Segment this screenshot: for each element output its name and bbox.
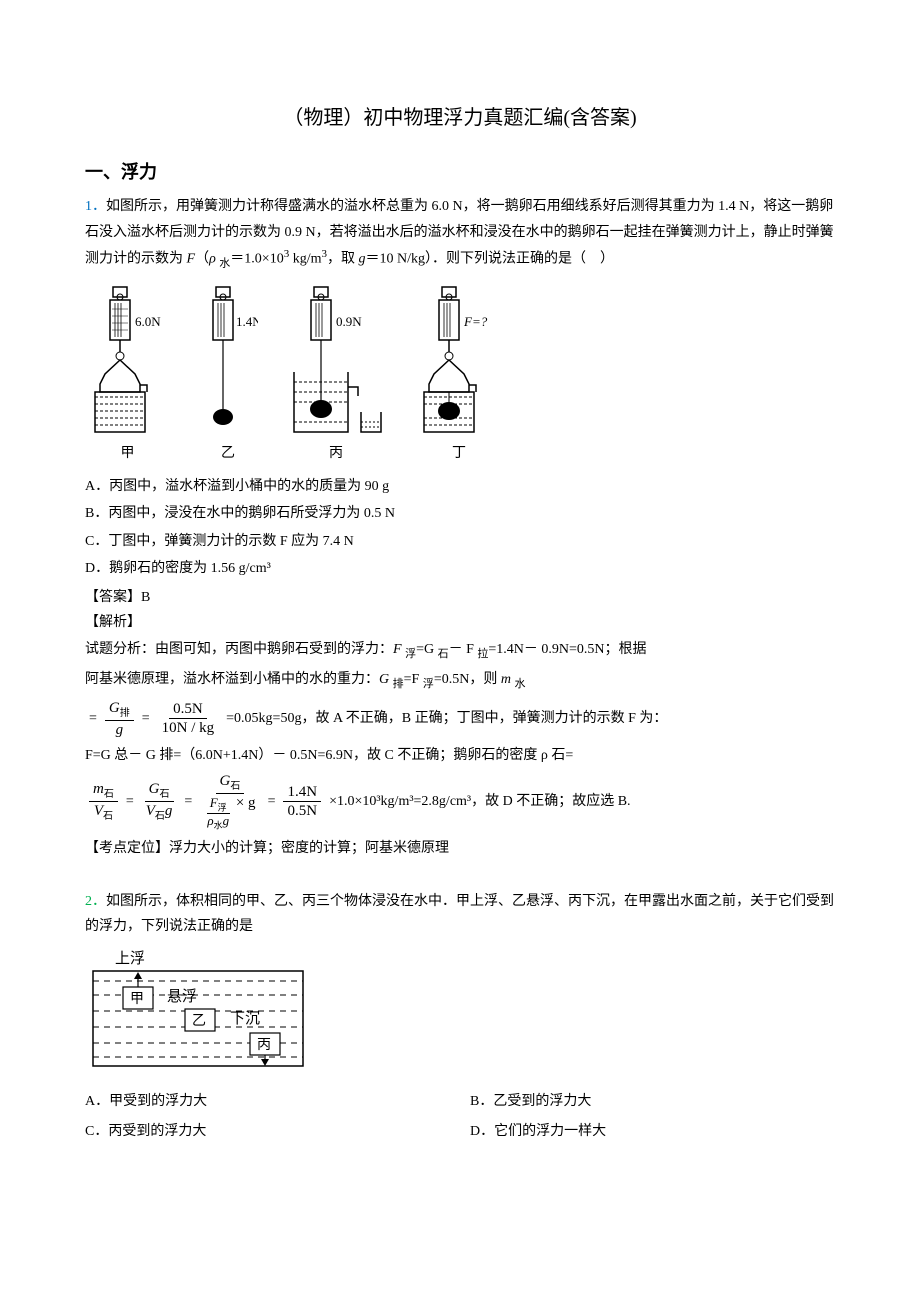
q1-t3: ＝1.0×10	[230, 251, 283, 266]
a-p1a: 试题分析：由图可知，丙图中鹅卵石受到的浮力：	[85, 642, 393, 657]
f2-frac4: 1.4N 0.5N	[283, 783, 321, 820]
a-p1d: － F	[449, 642, 478, 657]
q1-options: A．丙图中，溢水杯溢到小桶中的水的质量为 90 g B．丙图中，浸没在水中的鹅卵…	[85, 474, 835, 581]
a-p2c: =F	[404, 672, 423, 687]
f2-after: ×1.0×10³kg/m³=2.8g/cm³，故 D 不正确；故应选 B.	[329, 789, 631, 814]
a-f1: F	[393, 642, 405, 657]
section-heading: 一、浮力	[85, 156, 835, 188]
f1-eq2: =	[142, 706, 150, 731]
q2-opt-a: A．甲受到的浮力大	[85, 1089, 450, 1114]
q1-rho-sub: 水	[219, 257, 230, 269]
f2-eq2: =	[184, 789, 192, 814]
svg-text:6.0N: 6.0N	[135, 314, 161, 329]
svg-text:甲: 甲	[130, 992, 144, 1007]
q2-opt-b: B．乙受到的浮力大	[470, 1089, 835, 1114]
a-p3: F=G 总－ G 排=（6.0N+1.4N）－ 0.5N=6.9N，故 C 不正…	[85, 743, 835, 768]
fig-jia-label: 甲	[121, 441, 135, 466]
f2-frac1: m石 V石	[89, 780, 118, 823]
f2-frac3: G石 F浮 ρ水g × g	[200, 772, 259, 832]
page-title: （物理）初中物理浮力真题汇编(含答案)	[85, 100, 835, 136]
q1-keypoint-label: 【考点定位】	[85, 841, 169, 856]
svg-text:上浮: 上浮	[115, 950, 145, 967]
a-shi: 石	[438, 648, 449, 660]
q2-opt-d: D．它们的浮力一样大	[470, 1119, 835, 1144]
q1-opt-c: C．丁图中，弹簧测力计的示数 F 应为 7.4 N	[85, 529, 835, 554]
q1-answer: B	[141, 590, 150, 605]
a-wsub: 水	[514, 678, 525, 690]
fig-bing: 0.9N 丙	[286, 284, 386, 466]
svg-text:乙: 乙	[192, 1013, 206, 1029]
formula-1: = G排 g = 0.5N 10N / kg =0.05kg=50g，故 A 不…	[85, 699, 835, 739]
q2-figure: 上浮 甲 悬浮 乙 下沉 丙	[85, 947, 835, 1081]
f1-eq1: =	[89, 706, 97, 731]
f1-after: =0.05kg=50g，故 A 不正确，B 正确；丁图中，弹簧测力计的示数 F …	[226, 706, 667, 731]
svg-text:悬浮: 悬浮	[167, 988, 197, 1005]
q1-keypoint: 浮力大小的计算；密度的计算；阿基米德原理	[169, 841, 449, 856]
q1-figures: 6.0N 甲 1.4N	[85, 284, 835, 466]
a-p2a: 阿基米德原理，溢水杯溢到小桶中的水的重力：	[85, 672, 379, 687]
a-p1e: =1.4N－ 0.9N=0.5N；根据	[488, 642, 646, 657]
question-1: 1．如图所示，用弹簧测力计称得盛满水的溢水杯总重为 6.0 N，将一鹅卵石用细线…	[85, 194, 835, 860]
q1-answer-label: 【答案】	[85, 590, 141, 605]
fig-jia: 6.0N 甲	[85, 284, 170, 466]
q1-t5: ，取	[327, 251, 359, 266]
f1-frac1: G排 g	[105, 699, 134, 739]
a-pai: 排	[393, 678, 404, 690]
q2-text: 如图所示，体积相同的甲、乙、丙三个物体浸没在水中．甲上浮、乙悬浮、丙下沉，在甲露…	[85, 894, 834, 934]
a-m: m	[501, 672, 515, 687]
q1-paren: （	[195, 251, 209, 266]
q1-analysis: 试题分析：由图可知，丙图中鹅卵石受到的浮力：F 浮=G 石－ F 拉=1.4N－…	[85, 637, 835, 861]
fig-yi-label: 乙	[221, 441, 235, 466]
q1-opt-b: B．丙图中，浸没在水中的鹅卵石所受浮力为 0.5 N	[85, 501, 835, 526]
svg-text:丙: 丙	[257, 1038, 271, 1053]
a-fu2: 浮	[423, 678, 434, 690]
f1-frac2: 0.5N 10N / kg	[158, 700, 219, 737]
a-g1: G	[379, 672, 393, 687]
question-2: 2．如图所示，体积相同的甲、乙、丙三个物体浸没在水中．甲上浮、乙悬浮、丙下沉，在…	[85, 889, 835, 1144]
q2-number: 2．	[85, 894, 106, 909]
f2-eq1: =	[126, 789, 134, 814]
a-p1c: =G	[416, 642, 438, 657]
q1-var-f: F	[187, 251, 196, 266]
q1-t6: ＝10 N/kg）．则下列说法正确的是（ ）	[365, 251, 614, 266]
q1-number: 1．	[85, 199, 106, 214]
q1-opt-a: A．丙图中，溢水杯溢到小桶中的水的质量为 90 g	[85, 474, 835, 499]
svg-text:F=?: F=?	[463, 314, 488, 329]
a-fu: 浮	[405, 648, 416, 660]
svg-text:下沉: 下沉	[230, 1010, 260, 1027]
q2-options: A．甲受到的浮力大 B．乙受到的浮力大 C．丙受到的浮力大 D．它们的浮力一样大	[85, 1089, 835, 1143]
a-la: 拉	[477, 648, 488, 660]
q1-rho: ρ	[209, 251, 219, 266]
svg-text:0.9N: 0.9N	[336, 314, 362, 329]
formula-2: m石 V石 = G石 V石g = G石 F浮 ρ水g × g =	[85, 772, 835, 832]
fig-yi: 1.4N 乙	[198, 284, 258, 466]
fig-ding: F=? 丁	[414, 284, 504, 466]
svg-text:1.4N: 1.4N	[236, 314, 258, 329]
f2-eq3: =	[268, 789, 276, 814]
fig-bing-label: 丙	[329, 441, 343, 466]
q1-t4: kg/m	[289, 251, 321, 266]
fig-ding-label: 丁	[452, 441, 466, 466]
q2-opt-c: C．丙受到的浮力大	[85, 1119, 450, 1144]
f2-frac2: G石 V石g	[142, 780, 177, 823]
q1-analysis-label: 【解析】	[85, 610, 835, 635]
q1-opt-d: D．鹅卵石的密度为 1.56 g/cm³	[85, 556, 835, 581]
a-p2d: =0.5N，则	[434, 672, 501, 687]
